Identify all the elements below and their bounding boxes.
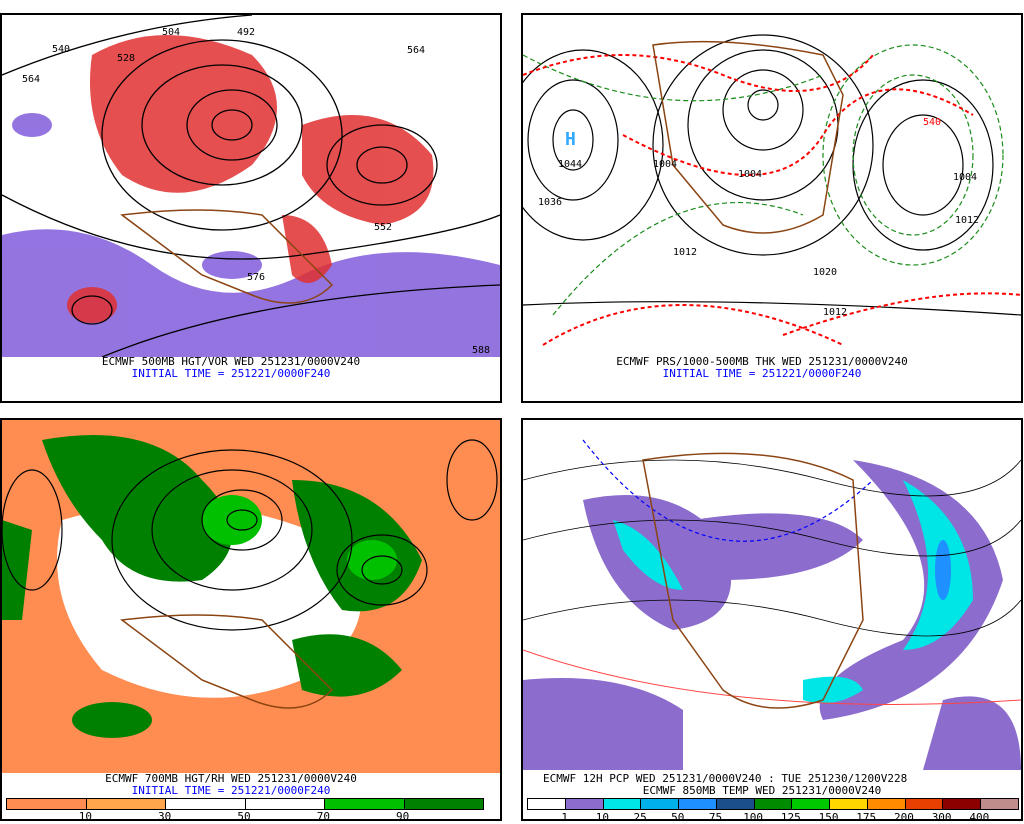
colorbar-swatch <box>792 799 831 809</box>
contour-label: 540 <box>923 117 941 128</box>
contour-label: 564 <box>22 74 40 85</box>
contour-label: 540 <box>52 44 70 55</box>
colorbar-label: 125 <box>780 811 801 824</box>
colorbar-label: 50 <box>671 811 685 824</box>
contour-label: 1012 <box>673 247 697 258</box>
colorbar-label: 25 <box>633 811 647 824</box>
colorbar-label: 10 <box>595 811 609 824</box>
colorbar-swatch <box>641 799 680 809</box>
map-caption: ECMWF 12H PCP WED 251231/0000V240 : TUE … <box>543 772 908 785</box>
colorbar-swatch <box>86 799 166 809</box>
colorbar-label: 50 <box>237 810 251 823</box>
colorbar-label: 90 <box>396 810 410 823</box>
contour-label: 1044 <box>558 159 582 170</box>
colorbar-label: 175 <box>856 811 877 824</box>
colorbar-label: 1 <box>561 811 568 824</box>
colorbar-label: 75 <box>708 811 723 824</box>
relative-humidity-map <box>2 420 500 773</box>
colorbar-swatch <box>404 799 483 809</box>
precip-colorbar <box>527 798 1019 810</box>
colorbar-label: 100 <box>743 811 764 824</box>
contour-label: 504 <box>162 27 180 38</box>
contour-label: 528 <box>117 53 135 64</box>
contour-label: 552 <box>374 222 392 233</box>
colorbar-swatch <box>166 799 246 809</box>
colorbar-swatch <box>679 799 717 809</box>
colorbar-label: 10 <box>78 810 92 823</box>
initial-time: INITIAL TIME = 251221/0000F240 <box>131 784 331 797</box>
colorbar-label: 200 <box>893 811 914 824</box>
colorbar-swatch <box>754 799 793 809</box>
colorbar-swatch <box>565 799 604 809</box>
colorbar-swatch <box>325 799 405 809</box>
contour-label: 1020 <box>813 267 837 278</box>
colorbar-swatch <box>603 799 642 809</box>
panel-precip-850mb-temp: ECMWF 12H PCP WED 251231/0000V240 : TUE … <box>521 418 1023 824</box>
colorbar-swatch <box>943 799 982 809</box>
panel-500mb-hgt-vor: 540 528 564 504 492 564 552 576 588 ECMW… <box>0 13 502 403</box>
pressure-thickness-map: H 1044 1036 1004 1004 1012 1020 1012 540… <box>523 15 1021 357</box>
contour-label: 588 <box>472 345 490 356</box>
contour-label: 1004 <box>738 169 762 180</box>
high-pressure-marker: H <box>565 129 576 150</box>
panel-pressure-thickness: H 1044 1036 1004 1004 1012 1020 1012 540… <box>521 13 1023 403</box>
colorbar-swatch <box>905 799 944 809</box>
contour-label: 1004 <box>953 172 977 183</box>
contour-label: 1004 <box>653 159 677 170</box>
colorbar-swatch <box>867 799 906 809</box>
initial-time: INITIAL TIME = 251221/0000F240 <box>662 367 862 380</box>
colorbar-label: 400 <box>969 811 990 824</box>
map-caption: ECMWF 700MB HGT/RH WED 251231/0000V240 <box>105 772 357 785</box>
contour-label: 1012 <box>823 307 847 318</box>
initial-time: INITIAL TIME = 251221/0000F240 <box>131 367 331 380</box>
colorbar-swatch <box>7 799 87 809</box>
colorbar-label: 150 <box>818 811 839 824</box>
map-caption-secondary: ECMWF 850MB TEMP WED 251231/0000V240 <box>642 784 882 797</box>
colorbar-swatch <box>981 799 1018 809</box>
contour-label: 1036 <box>538 197 562 208</box>
colorbar-swatch <box>830 799 868 809</box>
panel-700mb-hgt-rh: ECMWF 700MB HGT/RH WED 251231/0000V240 I… <box>0 418 502 823</box>
precipitation-map <box>523 420 1021 770</box>
vorticity-map: 540 528 564 504 492 564 552 576 588 <box>2 15 500 357</box>
map-caption: ECMWF 500MB HGT/VOR WED 251231/0000V240 <box>101 355 361 368</box>
contour-label: 1012 <box>955 215 979 226</box>
contour-label: 492 <box>237 27 255 38</box>
map-caption: ECMWF PRS/1000-500MB THK WED 251231/0000… <box>616 355 908 368</box>
colorbar-label: 30 <box>158 810 172 823</box>
colorbar-swatch <box>528 799 566 809</box>
contour-label: 564 <box>407 45 425 56</box>
colorbar-swatch <box>716 799 755 809</box>
contour-label: 576 <box>247 272 265 283</box>
rh-colorbar <box>6 798 484 810</box>
colorbar-label: 300 <box>931 811 952 824</box>
colorbar-swatch <box>245 799 325 809</box>
colorbar-label: 70 <box>316 810 330 823</box>
